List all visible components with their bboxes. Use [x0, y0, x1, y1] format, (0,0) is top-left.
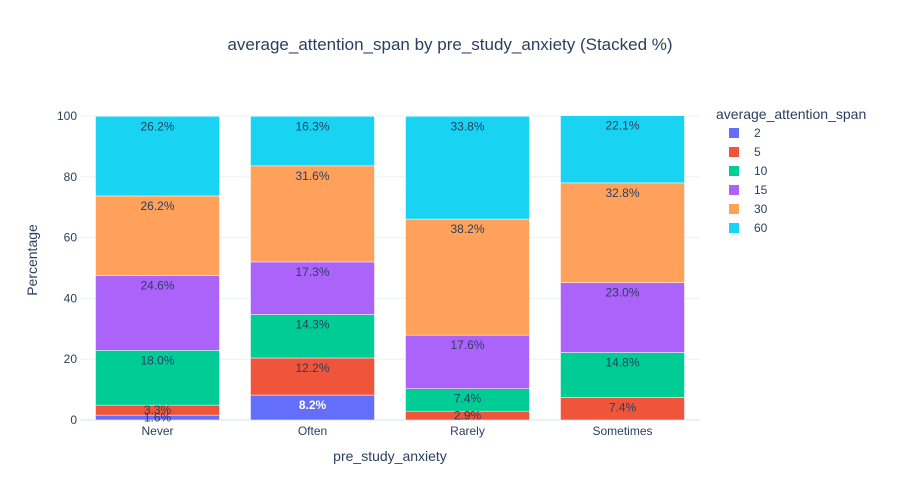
legend-title: average_attention_span	[716, 106, 866, 122]
bar-value-label: 26.2%	[140, 199, 174, 213]
legend-swatch[interactable]	[729, 128, 739, 138]
bar-segment[interactable]	[560, 352, 685, 398]
x-axis-title: pre_study_anxiety	[333, 448, 447, 464]
bar-segment[interactable]	[250, 357, 375, 396]
legend-swatch[interactable]	[729, 147, 739, 157]
bar-value-label: 17.6%	[450, 338, 484, 352]
y-axis-ticks: 0 20 40 60 80 100	[57, 109, 77, 427]
x-tick-label: Never	[141, 424, 173, 438]
y-tick-label: 0	[70, 413, 77, 427]
bar-segment[interactable]	[95, 275, 220, 351]
bar-value-label: 31.6%	[295, 169, 329, 183]
bar-value-label: 38.2%	[450, 222, 484, 236]
bar-segment[interactable]	[405, 116, 530, 220]
bar-value-label: 33.8%	[450, 119, 484, 133]
bar-segment[interactable]	[250, 314, 375, 359]
bar-value-label: 26.2%	[140, 119, 174, 133]
bar-value-label: 17.3%	[295, 265, 329, 279]
bar-value-label: 24.6%	[140, 279, 174, 293]
bar-value-label: 12.2%	[295, 361, 329, 375]
bar-value-label: 32.8%	[605, 186, 639, 200]
bar-value-label: 18.0%	[140, 353, 174, 367]
legend-item-label[interactable]: 15	[754, 183, 768, 197]
legend-item-label[interactable]: 30	[754, 202, 768, 216]
bar-value-label: 1.6%	[144, 411, 172, 425]
bar-value-label: 14.8%	[605, 356, 639, 370]
bar-value-label: 7.4%	[609, 401, 637, 415]
bar-value-label: 3.3%	[144, 403, 172, 417]
bar-value-label: 23.0%	[605, 286, 639, 300]
bar-segment[interactable]	[250, 261, 375, 315]
bar-segment[interactable]	[560, 182, 685, 283]
bar-segment[interactable]	[95, 116, 220, 197]
bar-segment[interactable]	[95, 350, 220, 406]
bar-value-label: 14.3%	[295, 318, 329, 332]
y-tick-label: 60	[64, 231, 78, 245]
chart-title: average_attention_span by pre_study_anxi…	[227, 35, 672, 54]
x-tick-label: Often	[298, 424, 327, 438]
y-tick-label: 20	[64, 352, 78, 366]
bars[interactable]	[95, 115, 685, 421]
x-tick-label: Sometimes	[592, 424, 652, 438]
legend-item-label[interactable]: 60	[754, 221, 768, 235]
bar-segment[interactable]	[405, 218, 530, 336]
x-tick-label: Rarely	[450, 424, 485, 438]
bar-value-label: 2.9%	[454, 409, 482, 423]
legend-swatch[interactable]	[729, 166, 739, 176]
legend-item-label[interactable]: 2	[754, 126, 761, 140]
bar-segment[interactable]	[560, 282, 685, 353]
bar-value-label: 8.2%	[299, 398, 327, 412]
legend: average_attention_span 2 5 10 15 30 60	[716, 106, 866, 235]
legend-swatch[interactable]	[729, 185, 739, 195]
x-axis-ticks: Never Often Rarely Sometimes	[141, 424, 652, 438]
legend-swatch[interactable]	[729, 204, 739, 214]
y-tick-label: 80	[64, 170, 78, 184]
legend-item-label[interactable]: 5	[754, 145, 761, 159]
bar-segment[interactable]	[405, 334, 530, 389]
bar-labels: 1.6%3.3% 18.0% 24.6% 26.2% 26.2% 8.2% 12.2% 14.…	[140, 119, 639, 425]
legend-item-label[interactable]: 10	[754, 164, 768, 178]
y-axis-title: Percentage	[24, 224, 40, 296]
bar-segment[interactable]	[560, 115, 685, 184]
y-tick-label: 40	[64, 291, 78, 305]
bar-segment[interactable]	[250, 116, 375, 167]
legend-swatch[interactable]	[729, 223, 739, 233]
bar-value-label: 22.1%	[605, 119, 639, 133]
bar-segment[interactable]	[250, 165, 375, 263]
bar-value-label: 16.3%	[295, 119, 329, 133]
y-tick-label: 100	[57, 109, 77, 123]
bar-value-label: 7.4%	[454, 392, 482, 406]
